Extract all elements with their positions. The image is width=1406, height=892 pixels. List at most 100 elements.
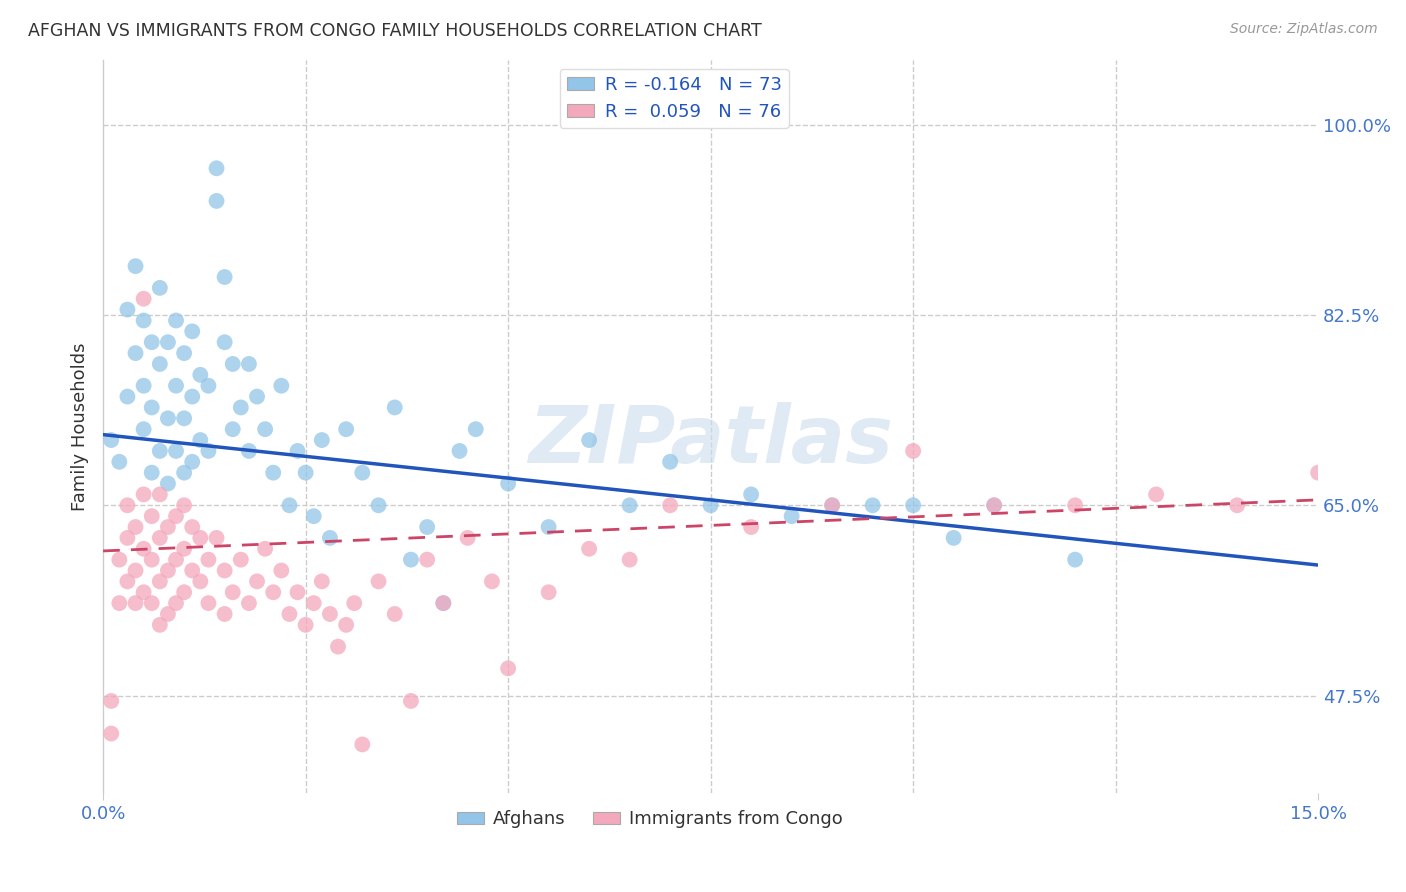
- Point: [132, 541, 155, 556]
- Point: [302, 509, 325, 524]
- Point: [537, 520, 560, 534]
- Point: [659, 455, 682, 469]
- Point: [100, 694, 122, 708]
- Point: [983, 498, 1005, 512]
- Point: [246, 390, 269, 404]
- Point: [246, 574, 269, 589]
- Point: [343, 596, 366, 610]
- Point: [659, 498, 682, 512]
- Point: [100, 433, 122, 447]
- Point: [699, 498, 721, 512]
- Point: [141, 466, 163, 480]
- Point: [149, 574, 172, 589]
- Point: [205, 194, 228, 208]
- Point: [222, 585, 245, 599]
- Point: [262, 466, 284, 480]
- Point: [149, 487, 172, 501]
- Point: [367, 498, 389, 512]
- Point: [165, 378, 187, 392]
- Point: [117, 531, 139, 545]
- Point: [117, 498, 139, 512]
- Point: [384, 401, 406, 415]
- Point: [821, 498, 844, 512]
- Point: [165, 509, 187, 524]
- Point: [132, 422, 155, 436]
- Point: [165, 313, 187, 327]
- Point: [238, 596, 260, 610]
- Point: [335, 618, 357, 632]
- Point: [254, 541, 277, 556]
- Point: [229, 552, 252, 566]
- Point: [124, 596, 146, 610]
- Point: [132, 313, 155, 327]
- Point: [173, 498, 195, 512]
- Point: [156, 476, 179, 491]
- Point: [188, 574, 211, 589]
- Point: [901, 444, 924, 458]
- Point: [399, 552, 422, 566]
- Point: [740, 520, 762, 534]
- Point: [197, 596, 219, 610]
- Point: [181, 390, 204, 404]
- Point: [149, 531, 172, 545]
- Point: [449, 444, 471, 458]
- Text: AFGHAN VS IMMIGRANTS FROM CONGO FAMILY HOUSEHOLDS CORRELATION CHART: AFGHAN VS IMMIGRANTS FROM CONGO FAMILY H…: [28, 22, 762, 40]
- Point: [197, 552, 219, 566]
- Point: [132, 292, 155, 306]
- Point: [578, 541, 600, 556]
- Point: [214, 607, 236, 621]
- Point: [399, 694, 422, 708]
- Point: [311, 433, 333, 447]
- Point: [222, 357, 245, 371]
- Point: [302, 596, 325, 610]
- Point: [117, 302, 139, 317]
- Y-axis label: Family Households: Family Households: [72, 343, 89, 511]
- Point: [254, 422, 277, 436]
- Point: [117, 574, 139, 589]
- Point: [287, 585, 309, 599]
- Point: [197, 444, 219, 458]
- Point: [149, 281, 172, 295]
- Point: [141, 401, 163, 415]
- Point: [124, 259, 146, 273]
- Point: [141, 552, 163, 566]
- Point: [149, 444, 172, 458]
- Point: [619, 552, 641, 566]
- Point: [188, 531, 211, 545]
- Point: [464, 422, 486, 436]
- Point: [384, 607, 406, 621]
- Point: [181, 455, 204, 469]
- Point: [173, 585, 195, 599]
- Point: [270, 378, 292, 392]
- Point: [229, 401, 252, 415]
- Point: [173, 346, 195, 360]
- Point: [165, 552, 187, 566]
- Point: [173, 541, 195, 556]
- Point: [311, 574, 333, 589]
- Point: [294, 466, 316, 480]
- Point: [862, 498, 884, 512]
- Point: [173, 466, 195, 480]
- Point: [181, 324, 204, 338]
- Point: [416, 552, 439, 566]
- Point: [197, 378, 219, 392]
- Point: [326, 640, 349, 654]
- Point: [205, 531, 228, 545]
- Point: [740, 487, 762, 501]
- Point: [141, 335, 163, 350]
- Point: [173, 411, 195, 425]
- Legend: Afghans, Immigrants from Congo: Afghans, Immigrants from Congo: [450, 803, 851, 836]
- Point: [124, 520, 146, 534]
- Point: [287, 444, 309, 458]
- Point: [432, 596, 454, 610]
- Point: [132, 585, 155, 599]
- Point: [352, 738, 374, 752]
- Point: [214, 564, 236, 578]
- Text: Source: ZipAtlas.com: Source: ZipAtlas.com: [1230, 22, 1378, 37]
- Point: [188, 433, 211, 447]
- Point: [124, 346, 146, 360]
- Point: [156, 411, 179, 425]
- Point: [132, 487, 155, 501]
- Point: [432, 596, 454, 610]
- Point: [141, 596, 163, 610]
